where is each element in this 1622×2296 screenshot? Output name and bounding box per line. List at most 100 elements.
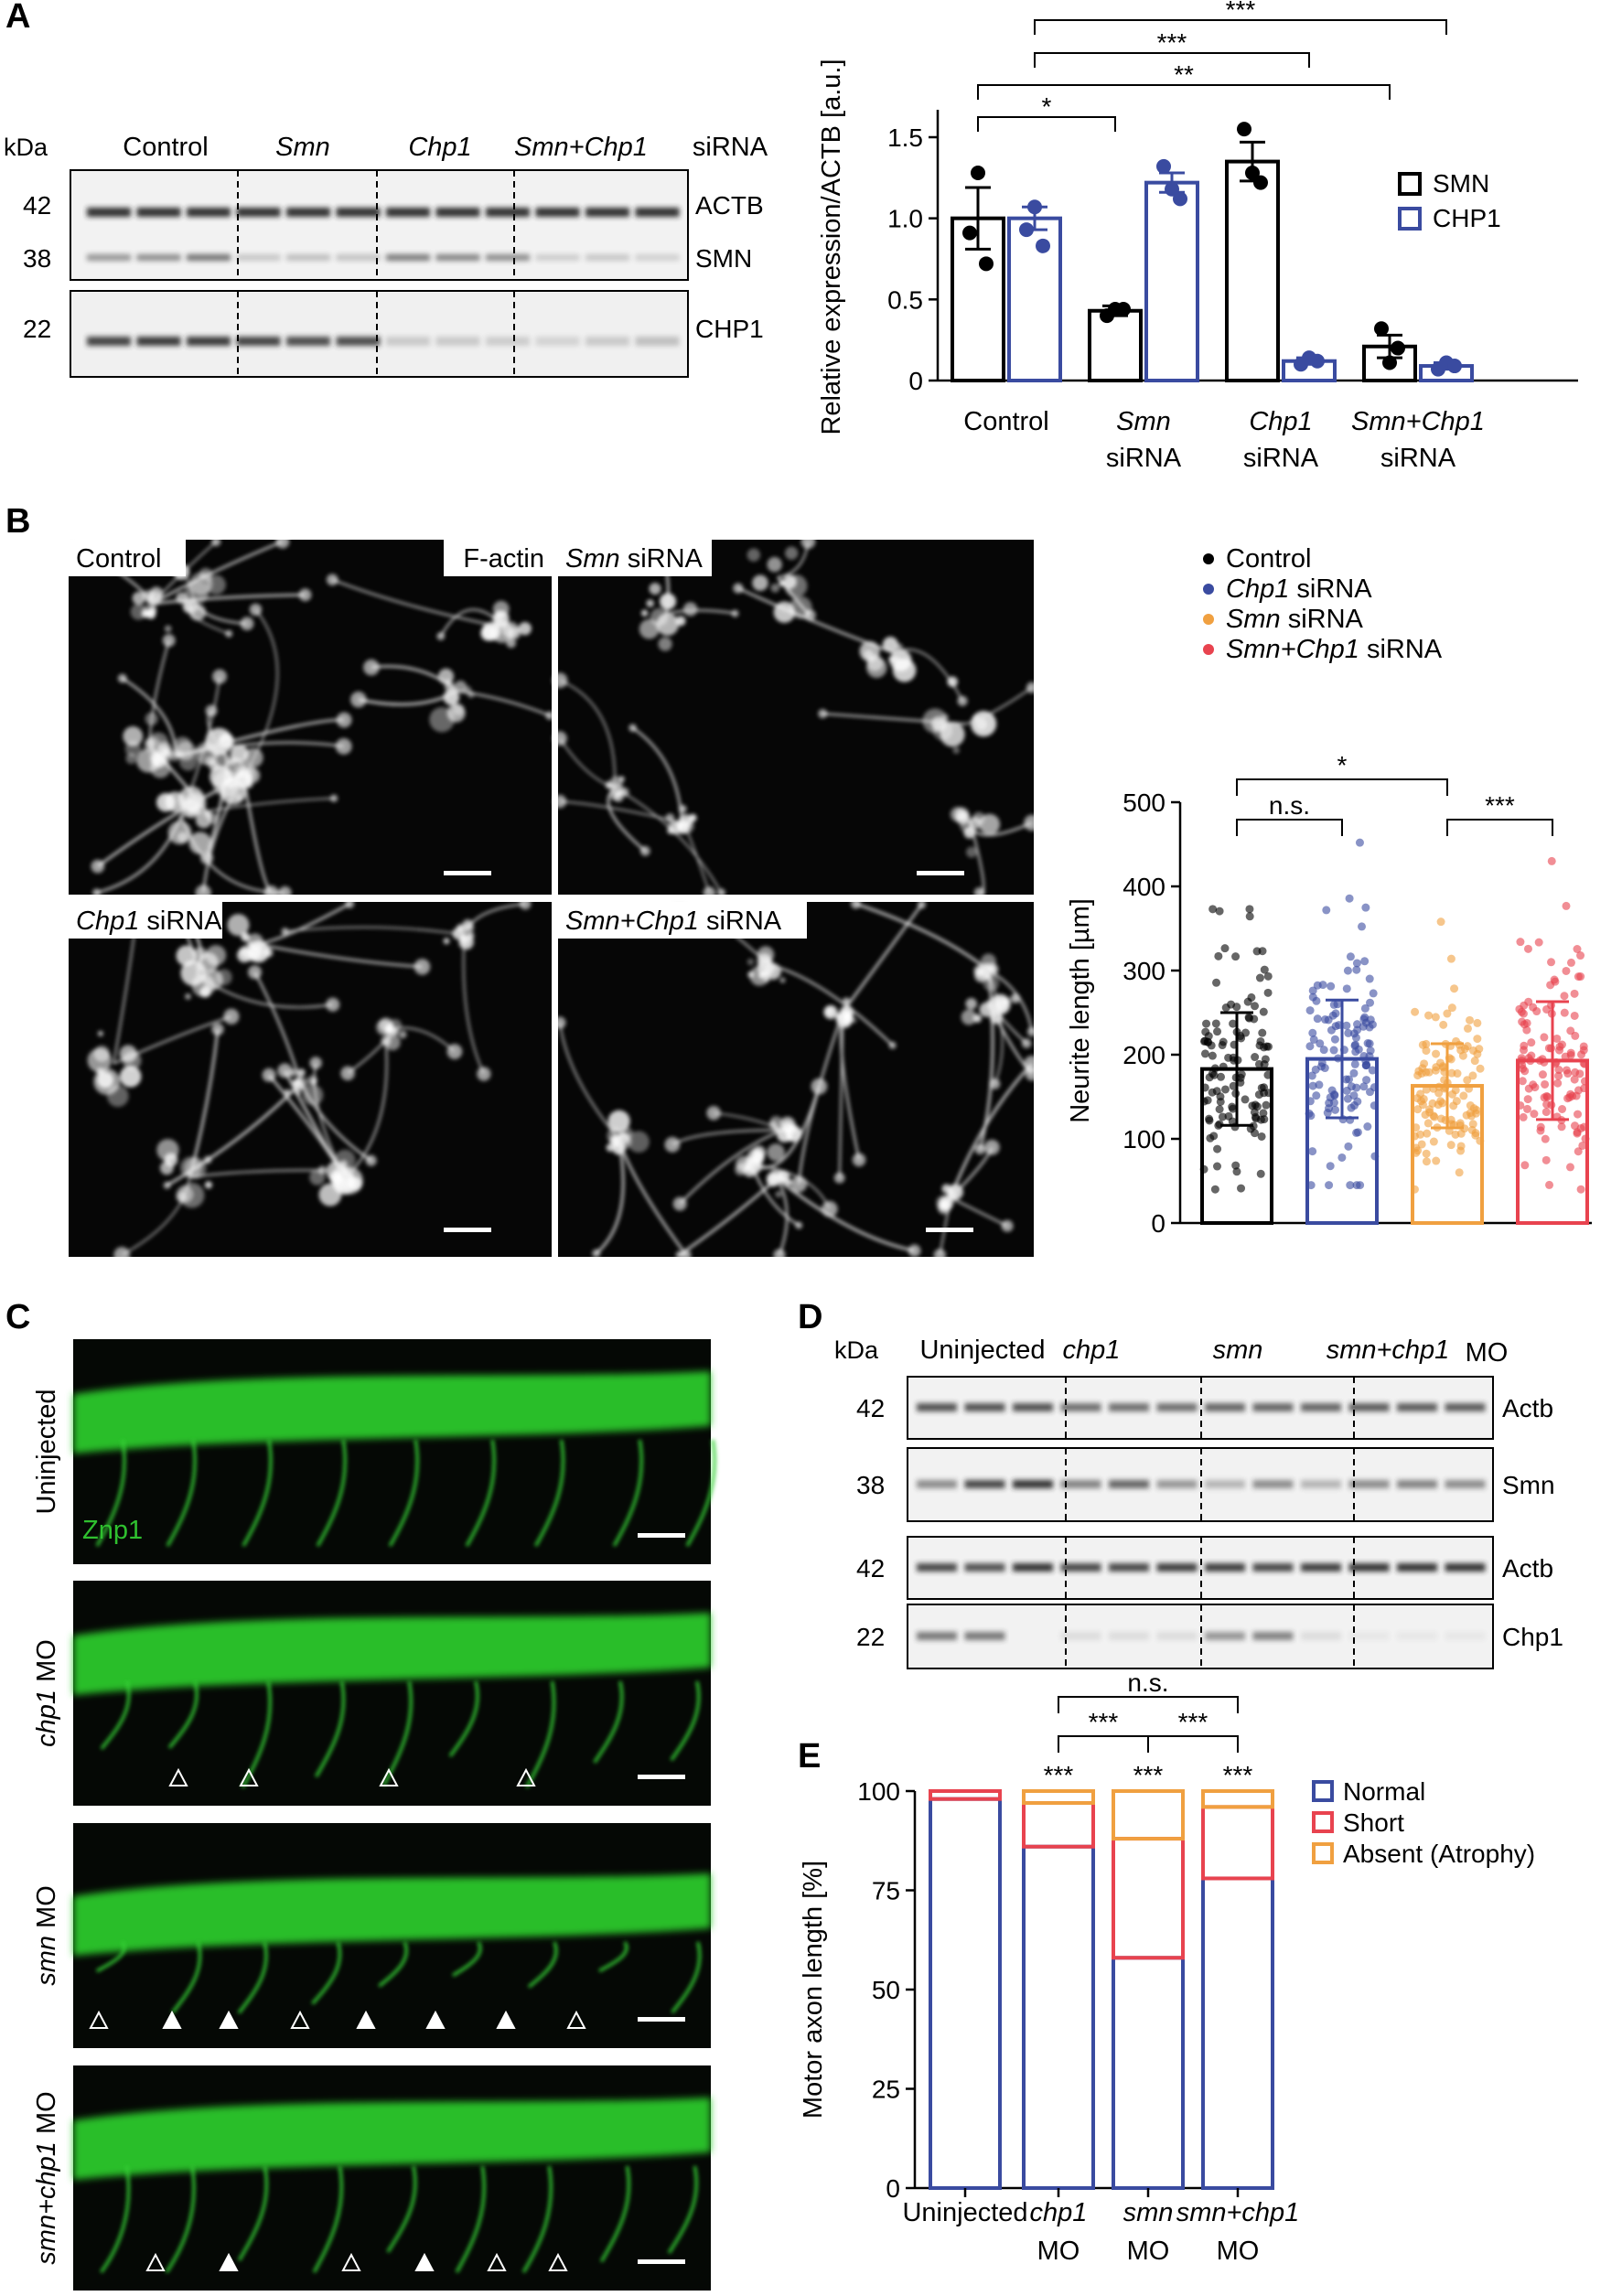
sig-bracket (1147, 1735, 1239, 1753)
growth-cone (717, 888, 726, 897)
spinal-cord-band (73, 2098, 711, 2180)
data-point (1237, 1184, 1246, 1193)
motor-axon (311, 1941, 342, 2005)
data-point (1565, 1163, 1574, 1172)
band (1205, 1480, 1245, 1488)
data-point (1352, 959, 1361, 968)
y-tick-label: 500 (1123, 789, 1165, 817)
legend-dot (1203, 584, 1214, 595)
motor-axon (167, 1680, 199, 1749)
growth-cone (211, 1023, 224, 1035)
image-label: Smn+Chp1 siRNA (565, 907, 782, 936)
data-point (979, 256, 994, 272)
data-point (1212, 1162, 1221, 1171)
data-point (1576, 1185, 1585, 1194)
data-point (1251, 1114, 1261, 1123)
motor-axon (612, 1439, 644, 1547)
data-point (1261, 1055, 1270, 1064)
data-point (1562, 1066, 1571, 1075)
cell-body (141, 608, 151, 618)
neurite (189, 1169, 323, 1178)
data-point (1468, 1120, 1477, 1129)
growth-cone (519, 897, 532, 910)
cell-body (784, 546, 799, 560)
band (1445, 1403, 1486, 1411)
data-point (1260, 1083, 1269, 1092)
data-point (1576, 951, 1585, 960)
cell-body (235, 793, 243, 801)
band (1348, 1403, 1390, 1411)
neurite (197, 973, 333, 1009)
data-point (1458, 1051, 1467, 1060)
data-point (1366, 998, 1375, 1007)
cell-body (97, 1071, 113, 1089)
data-point (1263, 988, 1273, 997)
data-point (1259, 1109, 1268, 1118)
data-point (1333, 1000, 1342, 1009)
y-tick-label: 400 (1123, 873, 1165, 901)
scale-bar (638, 2259, 685, 2264)
data-point (1424, 1011, 1434, 1020)
band-smn (535, 254, 580, 261)
data-point (962, 225, 977, 241)
data-point (1262, 1042, 1272, 1051)
data-point (1579, 1046, 1588, 1055)
motor-axon (386, 2165, 417, 2253)
band (1301, 1632, 1341, 1640)
data-point (1349, 1068, 1359, 1078)
data-point (1573, 944, 1582, 953)
motor-axon (525, 1680, 556, 1788)
band-actb (236, 208, 281, 217)
data-point (1206, 1133, 1215, 1143)
growth-cone (790, 1175, 808, 1193)
y-tick-label: 0 (908, 367, 923, 395)
data-point (1547, 958, 1556, 967)
data-point (1251, 1100, 1260, 1110)
band-chp1 (286, 337, 330, 346)
data-point (1365, 974, 1374, 983)
cell-body (458, 934, 474, 950)
data-point (1520, 1020, 1529, 1029)
band (1156, 1403, 1198, 1411)
growth-cone (247, 965, 263, 980)
x-label: Smn+Chp1 (1351, 407, 1485, 436)
x-label: smn+chp1 (1176, 2198, 1300, 2227)
sig-bracket (1058, 1735, 1149, 1753)
open-arrowhead-icon (145, 2252, 166, 2271)
motor-axon (312, 2165, 344, 2273)
band-chp1 (386, 337, 430, 346)
y-tick-label: 300 (1123, 957, 1165, 985)
data-point (1247, 992, 1256, 1002)
cell-body (936, 1195, 950, 1209)
growth-cone (733, 583, 744, 594)
data-point (1432, 1049, 1441, 1058)
motor-axon (378, 1941, 408, 1988)
motor-axon (100, 1680, 131, 1750)
data-point (1466, 1101, 1475, 1110)
cell-body (786, 1125, 802, 1143)
band (964, 1403, 1005, 1411)
cell-body (227, 914, 250, 937)
growth-cone (1021, 1038, 1032, 1048)
cell-body (302, 1084, 324, 1106)
data-point (1210, 1185, 1219, 1194)
data-point (1455, 1168, 1464, 1177)
data-point (1326, 1162, 1335, 1171)
data-point (1245, 912, 1254, 921)
band (1156, 1563, 1198, 1572)
band (917, 1403, 957, 1411)
row-label: chp1 MO (32, 1639, 61, 1747)
growth-cone (888, 1041, 897, 1049)
growth-cone (340, 1066, 355, 1081)
growth-cone (800, 534, 816, 549)
legend-label: Absent (Atrophy) (1343, 1840, 1535, 1868)
data-point (1260, 965, 1269, 974)
data-point (1541, 1108, 1551, 1117)
scale-bar (444, 1228, 491, 1232)
band-smn (87, 254, 131, 261)
protein-label: CHP1 (695, 315, 764, 343)
cell-body (288, 1068, 297, 1078)
motor-axon (527, 1941, 558, 1989)
cell-body (250, 945, 263, 959)
growth-cone (211, 536, 221, 547)
